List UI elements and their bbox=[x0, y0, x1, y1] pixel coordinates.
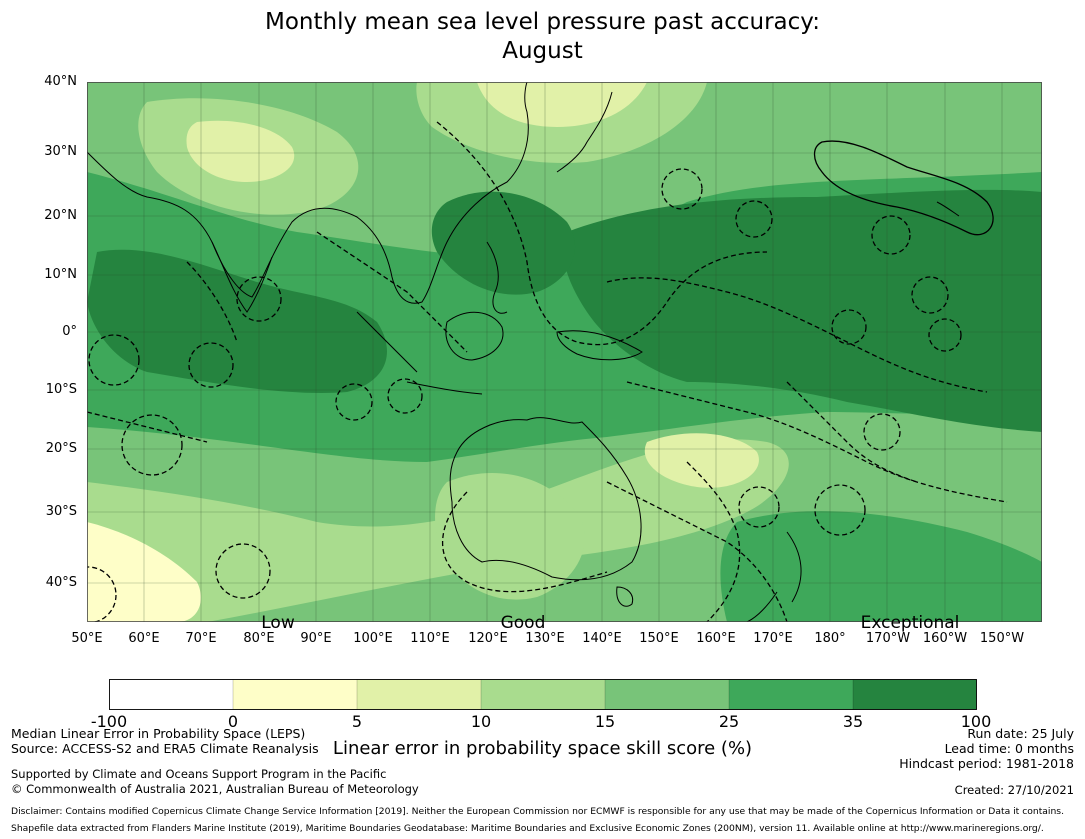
y-tick-label: 10°N bbox=[44, 267, 77, 282]
footer-created: Created: 27/10/2021 bbox=[954, 783, 1074, 797]
y-tick-label: 10°S bbox=[45, 382, 77, 397]
skill-map bbox=[87, 82, 1042, 622]
skill-label-good: Good bbox=[500, 613, 546, 633]
x-tick-label: 50°E bbox=[71, 631, 103, 646]
footer-run-date: Run date: 25 July bbox=[967, 726, 1074, 741]
coast-hawaii bbox=[936, 201, 960, 217]
skill-low-northwest-core bbox=[186, 120, 295, 182]
colorbar-segment bbox=[357, 679, 481, 710]
skill-core-north-pacific bbox=[563, 189, 1042, 432]
y-tick-label: 20°S bbox=[45, 441, 77, 456]
coast-java bbox=[406, 381, 483, 395]
x-tick-label: 60°E bbox=[128, 631, 160, 646]
x-tick-label: 90°E bbox=[300, 631, 332, 646]
footer-source: Source: ACCESS-S2 and ERA5 Climate Reana… bbox=[11, 741, 319, 756]
skill-core-west-pacific bbox=[431, 191, 576, 295]
coast-borneo bbox=[445, 311, 504, 361]
y-tick-label: 40°N bbox=[44, 74, 77, 89]
map-subtitle: August bbox=[502, 38, 583, 64]
x-tick-label: 100°E bbox=[353, 631, 393, 646]
coast-sumatra bbox=[356, 311, 418, 373]
coast-tasmania bbox=[616, 586, 634, 607]
colorbar-frame bbox=[109, 679, 977, 710]
colorbar-tick: -100 bbox=[90, 712, 128, 731]
coast-philippines bbox=[486, 241, 508, 314]
colorbar-tick: 10 bbox=[470, 712, 492, 731]
x-tick-label: 170°E bbox=[753, 631, 793, 646]
eez-boundaries bbox=[87, 121, 1008, 622]
coast-asia-mainland bbox=[87, 82, 529, 304]
x-tick-label: 180° bbox=[814, 631, 846, 646]
colorbar bbox=[109, 679, 977, 710]
skill-low-south-core bbox=[644, 433, 759, 488]
y-tick-label: 40°S bbox=[45, 575, 77, 590]
coast-india bbox=[211, 241, 273, 313]
x-tick-label: 150°W bbox=[979, 631, 1025, 646]
colorbar-segment bbox=[605, 679, 729, 710]
coastlines bbox=[87, 82, 960, 622]
colorbar-label: Linear error in probability space skill … bbox=[332, 738, 753, 759]
colorbar-segment bbox=[853, 679, 977, 710]
x-tick-label: 170°W bbox=[865, 631, 911, 646]
skill-core-indian bbox=[87, 249, 387, 393]
disclaimer-copernicus: Disclaimer: Contains modified Copernicus… bbox=[11, 806, 1065, 817]
coast-japan bbox=[556, 91, 613, 173]
coast-new-zealand bbox=[746, 531, 802, 622]
x-tick-label: 140°E bbox=[582, 631, 622, 646]
colorbar-segment bbox=[481, 679, 605, 710]
colorbar-tick: 100 bbox=[960, 712, 992, 731]
footer-hindcast: Hindcast period: 1981-2018 bbox=[899, 756, 1074, 771]
colorbar-segment bbox=[109, 679, 233, 710]
footer-lead-time: Lead time: 0 months bbox=[944, 741, 1074, 756]
coast-new-guinea bbox=[556, 330, 643, 361]
map-title: Monthly mean sea level pressure past acc… bbox=[265, 9, 820, 35]
map-frame bbox=[87, 82, 1042, 622]
x-tick-label: 80°E bbox=[243, 631, 275, 646]
colorbar-segment bbox=[233, 679, 357, 710]
y-tick-label: 20°N bbox=[44, 208, 77, 223]
colorbar-tick: 35 bbox=[842, 712, 864, 731]
footer-method: Median Linear Error in Probability Space… bbox=[11, 726, 306, 741]
x-tick-label: 110°E bbox=[410, 631, 450, 646]
graticule bbox=[87, 82, 1042, 622]
skill-low-australia bbox=[435, 473, 585, 600]
footer-support: Supported by Climate and Oceans Support … bbox=[11, 767, 387, 781]
x-tick-label: 150°E bbox=[639, 631, 679, 646]
colorbar-tick: 25 bbox=[718, 712, 740, 731]
skill-low-north-central-core bbox=[477, 82, 647, 127]
colorbar-tick: 0 bbox=[227, 712, 239, 731]
skill-label-exceptional: Exceptional bbox=[860, 613, 960, 633]
y-tick-label: 0° bbox=[62, 324, 77, 339]
x-tick-label: 160°E bbox=[696, 631, 736, 646]
x-tick-label: 70°E bbox=[185, 631, 217, 646]
colorbar-segment bbox=[729, 679, 853, 710]
coast-australia bbox=[449, 417, 642, 581]
disclaimer-shapefile: Shapefile data extracted from Flanders M… bbox=[11, 823, 1044, 834]
colorbar-tick: 15 bbox=[594, 712, 616, 731]
footer-copyright: © Commonwealth of Australia 2021, Austra… bbox=[11, 782, 419, 796]
colorbar-tick: 5 bbox=[351, 712, 363, 731]
y-tick-label: 30°N bbox=[44, 144, 77, 159]
skill-label-low: Low bbox=[261, 613, 295, 633]
x-tick-label: 120°E bbox=[468, 631, 508, 646]
skill-high-southeast bbox=[720, 511, 1042, 622]
x-tick-label: 160°W bbox=[922, 631, 968, 646]
y-tick-label: 30°S bbox=[45, 504, 77, 519]
eez-hawaii bbox=[813, 140, 994, 236]
x-tick-label: 130°E bbox=[525, 631, 565, 646]
